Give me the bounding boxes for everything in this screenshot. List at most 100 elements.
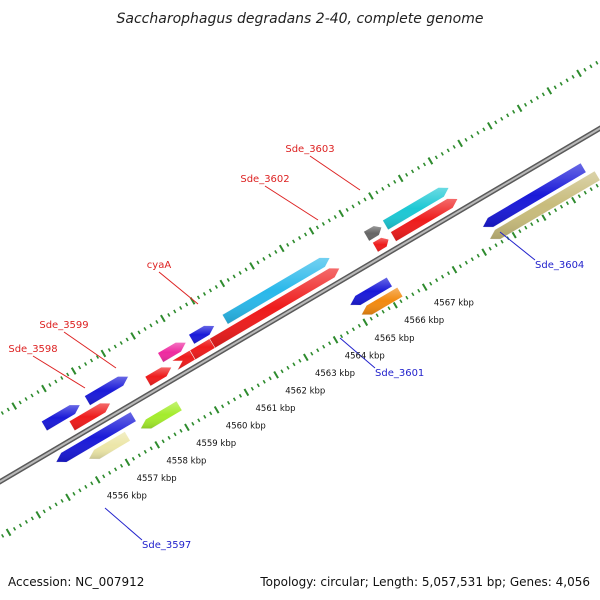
minor-tick xyxy=(452,144,456,149)
major-tick xyxy=(273,370,279,379)
minor-tick xyxy=(446,148,450,153)
leader-line xyxy=(158,271,199,305)
minor-tick xyxy=(303,232,308,237)
minor-tick xyxy=(262,379,266,384)
kbp-label: 4558 kbp xyxy=(166,456,206,466)
major-tick xyxy=(421,283,428,292)
minor-tick xyxy=(202,292,207,296)
minor-tick xyxy=(119,341,123,345)
major-tick xyxy=(362,318,369,327)
leader-line xyxy=(499,231,536,261)
minor-tick xyxy=(24,519,28,524)
gene-label: Sde_3601 xyxy=(375,368,424,379)
leader-line xyxy=(264,185,319,221)
kbp-label: 4566 kbp xyxy=(404,316,444,326)
minor-tick xyxy=(393,179,397,184)
minor-tick xyxy=(470,134,474,139)
kbp-label: 4564 kbp xyxy=(345,351,385,361)
minor-tick xyxy=(1,533,5,538)
minor-tick xyxy=(381,186,385,191)
minor-tick xyxy=(6,407,10,412)
minor-tick xyxy=(464,260,468,265)
minor-tick xyxy=(262,257,266,261)
cyaA-gene-arrow-shading xyxy=(222,257,331,325)
backbone-highlight xyxy=(0,127,600,483)
major-tick xyxy=(213,405,220,414)
minor-tick xyxy=(244,267,248,272)
kbp-label: 4557 kbp xyxy=(137,474,177,484)
kbp-label: 4562 kbp xyxy=(285,386,325,396)
minor-tick xyxy=(256,383,260,388)
minor-tick xyxy=(42,509,46,514)
minor-tick xyxy=(458,264,462,269)
minor-tick xyxy=(422,162,427,167)
minor-tick xyxy=(464,137,468,142)
minor-tick xyxy=(571,74,575,79)
minor-tick xyxy=(286,243,290,247)
minor-tick xyxy=(209,411,213,416)
major-tick xyxy=(184,423,190,432)
minor-tick xyxy=(440,151,444,156)
minor-tick xyxy=(95,355,100,359)
minor-tick xyxy=(357,200,361,205)
minor-tick xyxy=(125,337,129,342)
major-tick xyxy=(392,300,398,309)
major-tick xyxy=(451,265,458,274)
major-tick xyxy=(540,213,547,222)
major-tick xyxy=(219,279,226,288)
gene-label: Sde_3604 xyxy=(535,260,584,271)
minor-tick xyxy=(208,288,212,293)
major-tick xyxy=(397,174,404,183)
blue-gene-arrow-shading xyxy=(482,162,587,228)
minor-tick xyxy=(238,271,242,275)
gene-label: Sde_3599 xyxy=(39,320,88,331)
features xyxy=(40,162,600,463)
minor-tick xyxy=(434,155,438,160)
kbp-label: 4561 kbp xyxy=(256,404,296,414)
minor-tick xyxy=(512,109,516,114)
minor-tick xyxy=(345,330,350,335)
minor-tick xyxy=(143,449,147,454)
minor-tick xyxy=(333,214,337,219)
minor-tick xyxy=(536,218,540,223)
minor-tick xyxy=(577,194,581,199)
minor-tick xyxy=(339,334,344,339)
minor-tick xyxy=(529,99,534,104)
footer-background xyxy=(0,570,600,600)
minor-tick xyxy=(197,418,201,423)
red-gene-arrow-shading xyxy=(69,403,111,431)
major-tick xyxy=(124,458,131,467)
khaki-gene-arrow-shading xyxy=(489,170,600,240)
kbp-label: 4559 kbp xyxy=(196,439,236,449)
leader-line xyxy=(104,507,143,541)
major-tick xyxy=(546,87,553,95)
label-leaders xyxy=(32,155,536,541)
major-tick xyxy=(427,157,434,165)
minor-tick xyxy=(78,488,82,493)
minor-tick xyxy=(256,260,260,265)
gene-label: Sde_3603 xyxy=(285,144,334,155)
minor-tick xyxy=(559,81,563,86)
minor-tick xyxy=(226,400,231,405)
red-gene-arrow-shading xyxy=(390,198,458,242)
major-tick xyxy=(278,244,285,253)
minor-tick xyxy=(583,67,587,72)
minor-tick xyxy=(565,78,569,83)
blue-gene-arrow-shading xyxy=(56,411,137,463)
major-tick xyxy=(249,262,255,270)
minor-tick xyxy=(108,470,112,475)
minor-tick xyxy=(446,271,451,276)
minor-tick xyxy=(268,376,272,381)
major-tick xyxy=(487,122,493,130)
minor-tick xyxy=(149,446,153,451)
major-tick xyxy=(457,139,463,148)
minor-tick xyxy=(429,281,433,286)
minor-tick xyxy=(238,393,243,398)
minor-tick xyxy=(24,397,28,401)
minor-tick xyxy=(494,243,498,248)
gene-label: cyaA xyxy=(147,260,172,271)
minor-tick xyxy=(416,165,421,170)
major-tick xyxy=(481,248,488,257)
orange-gene-arrow-shading xyxy=(361,287,403,315)
